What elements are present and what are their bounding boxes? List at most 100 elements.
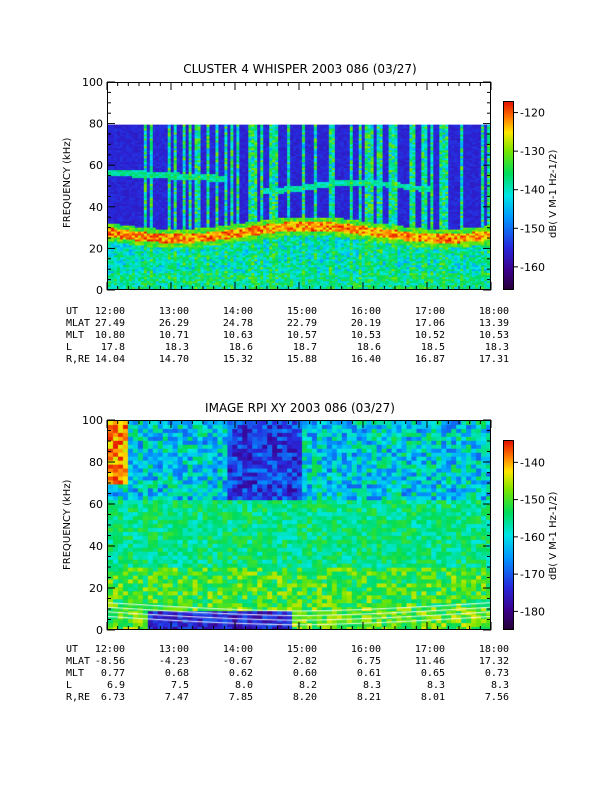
chart-title: IMAGE RPI XY 2003 086 (03/27) bbox=[205, 401, 395, 415]
colorbar-canvas bbox=[504, 441, 513, 629]
ephemeris-value: 8.2 bbox=[298, 680, 317, 691]
ephemeris-value: 7.85 bbox=[228, 692, 253, 703]
ephemeris-value: 17.8 bbox=[100, 342, 125, 353]
ephemeris-value: 16.40 bbox=[350, 354, 381, 365]
ephemeris-value: 10.71 bbox=[158, 330, 189, 341]
ephemeris-value: 18:00 bbox=[478, 644, 509, 655]
spectrogram-canvas bbox=[108, 421, 490, 629]
y-tick-label: 0 bbox=[96, 624, 103, 637]
y-tick-label: 60 bbox=[89, 159, 103, 172]
y-tick-label: 60 bbox=[89, 498, 103, 511]
ephemeris-value: 14.70 bbox=[158, 354, 189, 365]
ephemeris-value: 18.6 bbox=[356, 342, 381, 353]
ephemeris-value: 15.88 bbox=[286, 354, 317, 365]
ephemeris-value: 24.78 bbox=[222, 318, 253, 329]
ephemeris-value: 17.31 bbox=[478, 354, 509, 365]
ephemeris-value: 20.19 bbox=[350, 318, 381, 329]
ephemeris-value: 0.77 bbox=[100, 668, 125, 679]
colorbar-tick-label: -140 bbox=[520, 456, 545, 469]
ephemeris-value: -4.23 bbox=[158, 656, 189, 667]
ephemeris-value: 27.49 bbox=[94, 318, 125, 329]
ephemeris-value: 18.6 bbox=[228, 342, 253, 353]
colorbar-tick-label: -120 bbox=[520, 107, 545, 120]
ephemeris-value: 10.63 bbox=[222, 330, 253, 341]
ephemeris-value: 18.7 bbox=[292, 342, 317, 353]
ephemeris-label: UT bbox=[66, 644, 79, 655]
ephemeris-value: 10.52 bbox=[414, 330, 445, 341]
ephemeris-value: 8.20 bbox=[292, 692, 317, 703]
ephemeris-label: L bbox=[66, 680, 73, 691]
ephemeris-label: R,RE bbox=[66, 692, 91, 703]
y-tick-label: 100 bbox=[82, 414, 103, 427]
ephemeris-value: 18.5 bbox=[420, 342, 445, 353]
ephemeris-value: 12:00 bbox=[94, 306, 125, 317]
ephemeris-value: 14:00 bbox=[222, 644, 253, 655]
ephemeris-value: 8.0 bbox=[234, 680, 253, 691]
ephemeris-value: 6.73 bbox=[100, 692, 125, 703]
ephemeris-value: 0.62 bbox=[228, 668, 253, 679]
ephemeris-value: 11.46 bbox=[414, 656, 445, 667]
ephemeris-label: R,RE bbox=[66, 354, 91, 365]
ephemeris-value: 12:00 bbox=[94, 644, 125, 655]
ephemeris-value: 15.32 bbox=[222, 354, 253, 365]
ephemeris-value: 16.87 bbox=[414, 354, 445, 365]
colorbar-tick-label: -130 bbox=[520, 145, 545, 158]
ephemeris-value: 0.68 bbox=[164, 668, 189, 679]
ephemeris-value: 10.57 bbox=[286, 330, 317, 341]
ephemeris-value: 0.61 bbox=[356, 668, 381, 679]
ephemeris-value: 0.65 bbox=[420, 668, 445, 679]
ephemeris-value: 17.32 bbox=[478, 656, 509, 667]
ephemeris-value: 0.60 bbox=[292, 668, 317, 679]
ephemeris-label: MLT bbox=[66, 668, 85, 679]
ephemeris-value: 10.80 bbox=[94, 330, 125, 341]
colorbar-tick-label: -170 bbox=[520, 568, 545, 581]
ephemeris-value: 14.04 bbox=[94, 354, 125, 365]
y-tick-label: 80 bbox=[89, 118, 103, 131]
ephemeris-value: 7.5 bbox=[170, 680, 189, 691]
colorbar-canvas bbox=[504, 102, 513, 289]
ephemeris-value: 10.53 bbox=[350, 330, 381, 341]
y-tick-label: 40 bbox=[89, 540, 103, 553]
y-tick-label: 80 bbox=[89, 456, 103, 469]
ephemeris-value: 16:00 bbox=[350, 644, 381, 655]
ephemeris-value: 13:00 bbox=[158, 644, 189, 655]
ephemeris-value: 18.3 bbox=[484, 342, 509, 353]
ephemeris-label: MLT bbox=[66, 330, 85, 341]
colorbar bbox=[503, 440, 514, 630]
ephemeris-value: 8.3 bbox=[362, 680, 381, 691]
ephemeris-value: -8.56 bbox=[94, 656, 125, 667]
ephemeris-value: 0.73 bbox=[484, 668, 509, 679]
ephemeris-value: 8.01 bbox=[420, 692, 445, 703]
colorbar-tick-label: -150 bbox=[520, 222, 545, 235]
ephemeris-value: 13.39 bbox=[478, 318, 509, 329]
ephemeris-value: 8.21 bbox=[356, 692, 381, 703]
colorbar-tick-label: -160 bbox=[520, 261, 545, 274]
spectrogram-plot bbox=[107, 82, 491, 290]
ephemeris-value: 7.47 bbox=[164, 692, 189, 703]
colorbar bbox=[503, 101, 514, 290]
colorbar-label: dB( V M-1 Hz-1/2) bbox=[548, 491, 559, 580]
spectrogram-plot bbox=[107, 420, 491, 630]
colorbar-label: dB( V M-1 Hz-1/2) bbox=[548, 149, 559, 238]
y-tick-label: 20 bbox=[89, 582, 103, 595]
y-tick-label: 0 bbox=[96, 284, 103, 297]
y-tick-label: 100 bbox=[82, 76, 103, 89]
ephemeris-value: -0.67 bbox=[222, 656, 253, 667]
ephemeris-value: 17:00 bbox=[414, 644, 445, 655]
y-axis-label: FREQUENCY (kHz) bbox=[62, 137, 73, 228]
ephemeris-value: 17.06 bbox=[414, 318, 445, 329]
chart-title: CLUSTER 4 WHISPER 2003 086 (03/27) bbox=[183, 62, 417, 76]
ephemeris-value: 18:00 bbox=[478, 306, 509, 317]
ephemeris-value: 18.3 bbox=[164, 342, 189, 353]
ephemeris-label: UT bbox=[66, 306, 79, 317]
ephemeris-value: 7.56 bbox=[484, 692, 509, 703]
ephemeris-value: 17:00 bbox=[414, 306, 445, 317]
ephemeris-label: L bbox=[66, 342, 73, 353]
ephemeris-label: MLAT bbox=[66, 318, 91, 329]
ephemeris-value: 10.53 bbox=[478, 330, 509, 341]
y-tick-label: 40 bbox=[89, 201, 103, 214]
ephemeris-value: 16:00 bbox=[350, 306, 381, 317]
ephemeris-value: 26.29 bbox=[158, 318, 189, 329]
colorbar-tick-label: -160 bbox=[520, 531, 545, 544]
ephemeris-value: 15:00 bbox=[286, 644, 317, 655]
